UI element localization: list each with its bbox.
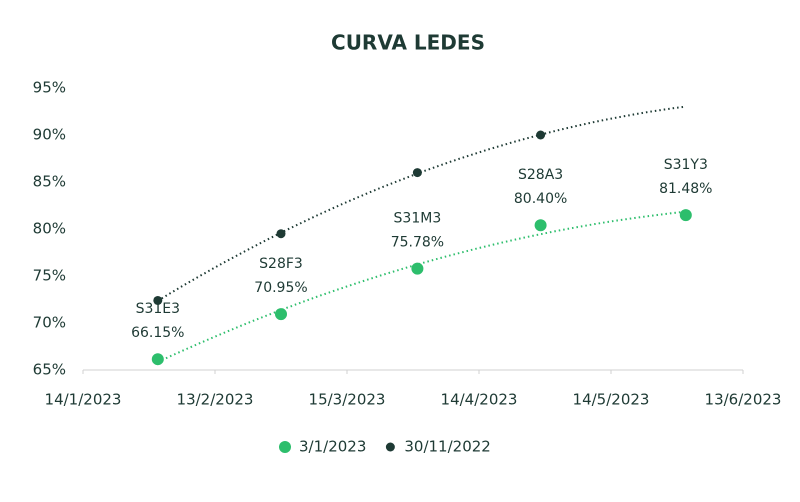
legend-marker <box>385 442 395 452</box>
x-tick-label: 14/5/2023 <box>573 391 650 409</box>
value-label: 66.15% <box>131 325 184 341</box>
trendline <box>157 210 686 363</box>
legend-label: 30/11/2022 <box>404 438 490 456</box>
y-tick-label: 80% <box>33 220 66 238</box>
point-label: S31M3 <box>394 211 442 227</box>
x-tick-label: 14/1/2023 <box>45 391 122 409</box>
value-label: 75.78% <box>391 235 444 251</box>
data-point <box>275 308 287 321</box>
y-tick-label: 75% <box>33 267 66 285</box>
data-point <box>534 219 547 232</box>
point-label: S28A3 <box>518 167 563 183</box>
x-tick-label: 13/6/2023 <box>705 391 782 409</box>
point-label: S31E3 <box>136 301 180 317</box>
legend-label: 3/1/2023 <box>299 438 366 456</box>
data-point <box>153 295 163 305</box>
y-tick-label: 65% <box>33 361 66 379</box>
y-tick-label: 85% <box>33 173 66 191</box>
data-point <box>276 229 286 239</box>
data-point <box>151 353 164 366</box>
y-tick-label: 70% <box>33 314 66 332</box>
y-tick-label: 95% <box>33 79 66 97</box>
y-tick-label: 90% <box>33 126 66 144</box>
point-label: S31Y3 <box>664 157 708 173</box>
x-tick-label: 15/3/2023 <box>309 391 386 409</box>
x-tick-label: 13/2/2023 <box>177 391 254 409</box>
data-point <box>679 209 692 222</box>
value-label: 80.40% <box>514 191 567 207</box>
point-label: S28F3 <box>259 256 303 272</box>
value-label: 70.95% <box>254 280 307 296</box>
legend-marker <box>279 441 291 453</box>
chart-title: CURVA LEDES <box>331 31 485 55</box>
data-point <box>411 262 424 275</box>
trendline <box>157 105 686 302</box>
data-point <box>536 130 546 140</box>
x-tick-label: 14/4/2023 <box>441 391 518 409</box>
data-point <box>412 168 422 178</box>
value-label: 81.48% <box>659 181 712 197</box>
